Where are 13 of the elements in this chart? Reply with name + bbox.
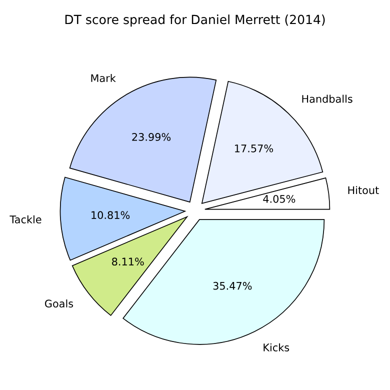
slice-label: Tackle — [10, 215, 42, 224]
data-label: 10.81% — [92, 211, 130, 220]
data-label: 4.05% — [263, 194, 296, 203]
data-label: 8.11% — [112, 258, 144, 266]
chart-title: DT score spread for Daniel Merrett (2014) — [65, 14, 325, 27]
slice-label: Mark — [91, 74, 116, 82]
slice-label: Goals — [44, 299, 74, 308]
data-label: 17.57% — [235, 144, 274, 152]
data-label: 23.99% — [132, 133, 171, 141]
data-label: 35.47% — [213, 282, 252, 290]
slice-label: Kicks — [264, 343, 290, 352]
slice-label: Handballs — [302, 94, 352, 103]
slice-label: Hitout — [348, 186, 379, 194]
